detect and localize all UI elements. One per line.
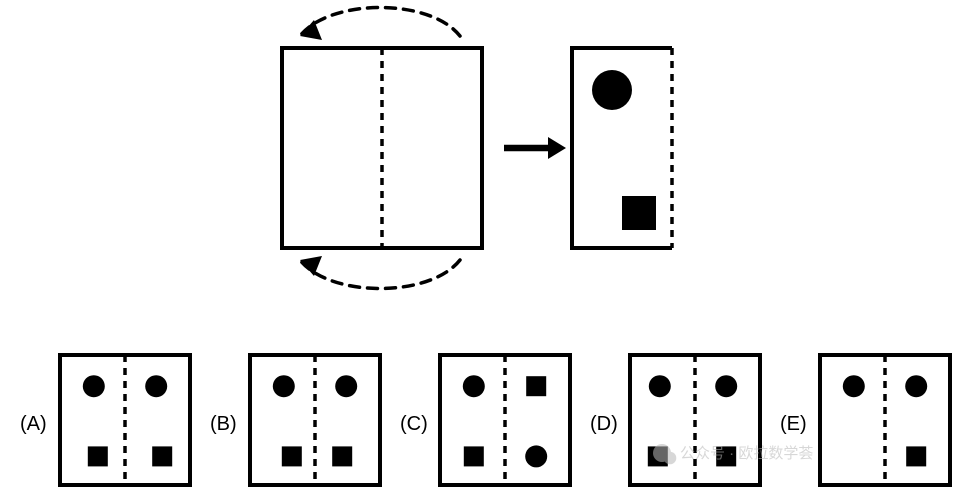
- circle-icon: [715, 375, 737, 397]
- circle-icon: [843, 375, 865, 397]
- square-icon: [622, 196, 656, 230]
- unfolded-square: [282, 48, 482, 248]
- wechat-icon: [664, 452, 677, 465]
- square-icon: [88, 446, 108, 466]
- circle-icon: [83, 375, 105, 397]
- puzzle-figure: (A) (B) (C) (D) (E) 公众号 · 欧拉数学荟: [0, 0, 968, 501]
- option-label: (B): [210, 413, 237, 435]
- circle-icon: [649, 375, 671, 397]
- square-icon: [526, 376, 546, 396]
- folded-card: [572, 48, 672, 248]
- watermark: 公众号 · 欧拉数学荟: [653, 444, 813, 464]
- option-c: (C): [400, 355, 570, 485]
- option-a: (A): [20, 355, 190, 485]
- circle-icon: [273, 375, 295, 397]
- option-label: (C): [400, 413, 428, 435]
- arrowhead-icon: [548, 137, 566, 159]
- arrow-right-icon: [504, 137, 566, 159]
- square-icon: [464, 446, 484, 466]
- curve-path: [300, 260, 460, 289]
- circle-icon: [145, 375, 167, 397]
- option-label: (A): [20, 413, 47, 435]
- square-icon: [152, 446, 172, 466]
- watermark-text: 公众号 · 欧拉数学荟: [680, 445, 813, 462]
- fold-arrow-top: [300, 8, 460, 41]
- circle-icon: [463, 375, 485, 397]
- option-b: (B): [210, 355, 380, 485]
- option-label: (D): [590, 413, 618, 435]
- square-icon: [282, 446, 302, 466]
- circle-icon: [335, 375, 357, 397]
- circle-icon: [592, 70, 632, 110]
- circle-icon: [525, 445, 547, 467]
- fold-arrow-bottom: [300, 256, 460, 289]
- option-e: (E): [780, 355, 950, 485]
- circle-icon: [905, 375, 927, 397]
- curve-path: [300, 8, 460, 37]
- option-label: (E): [780, 413, 807, 435]
- square-icon: [906, 446, 926, 466]
- square-icon: [332, 446, 352, 466]
- option-d: (D): [590, 355, 760, 485]
